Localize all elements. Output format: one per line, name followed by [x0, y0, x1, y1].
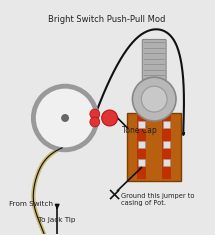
Circle shape — [141, 86, 167, 112]
Circle shape — [33, 86, 97, 150]
Circle shape — [90, 109, 100, 119]
Bar — [163, 159, 170, 166]
Bar — [138, 121, 145, 128]
Bar — [137, 115, 146, 179]
Bar — [138, 159, 145, 166]
Text: Ground this jumper to
casing of Pot.: Ground this jumper to casing of Pot. — [121, 192, 194, 206]
FancyBboxPatch shape — [142, 39, 166, 86]
Circle shape — [61, 114, 69, 122]
Text: Bright Switch Push-Pull Mod: Bright Switch Push-Pull Mod — [48, 15, 165, 24]
Bar — [127, 113, 181, 181]
Text: To Jack Tip: To Jack Tip — [38, 217, 76, 223]
Circle shape — [90, 117, 100, 127]
Bar — [163, 141, 170, 148]
Circle shape — [102, 110, 118, 126]
Text: Tone Cap: Tone Cap — [121, 126, 156, 135]
Circle shape — [132, 77, 176, 121]
Text: From Switch: From Switch — [9, 201, 53, 208]
Bar — [162, 115, 171, 179]
Bar — [138, 141, 145, 148]
Bar — [163, 121, 170, 128]
